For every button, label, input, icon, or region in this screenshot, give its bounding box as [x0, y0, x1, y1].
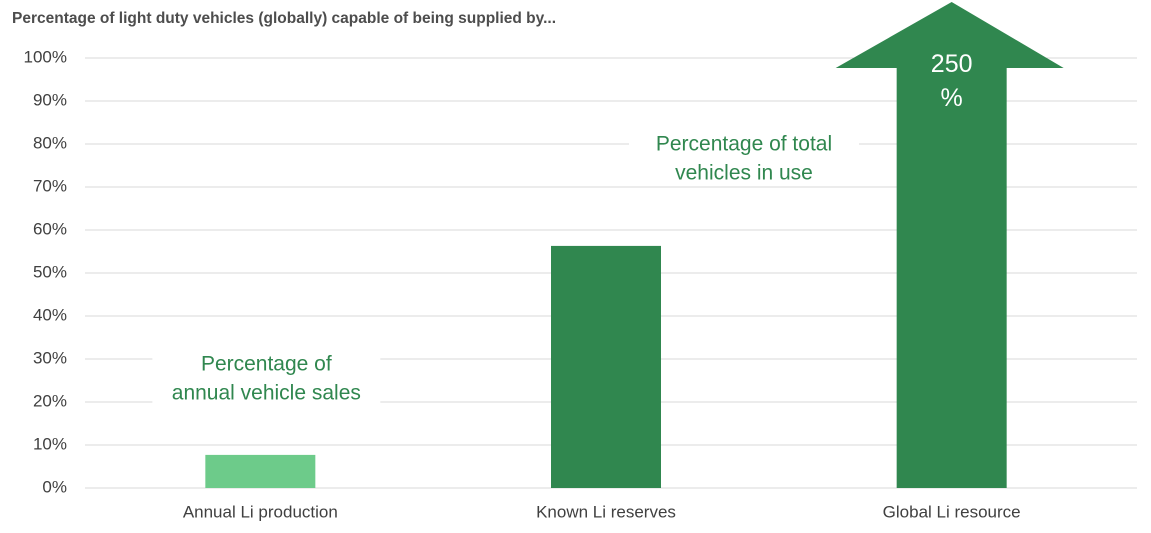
annotation: annual vehicle sales	[172, 382, 361, 405]
y-tick-label: 70%	[33, 176, 67, 195]
annotation: vehicles in use	[675, 162, 813, 185]
y-tick-label: 40%	[33, 305, 67, 324]
y-tick-label: 90%	[33, 90, 67, 109]
y-tick-label: 30%	[33, 348, 67, 367]
y-tick-label: 60%	[33, 219, 67, 238]
y-tick-label: 100%	[24, 47, 67, 66]
x-tick-label: Known Li reserves	[536, 502, 676, 521]
annotation: Percentage of total	[656, 133, 832, 156]
x-tick-label: Annual Li production	[183, 502, 338, 521]
y-tick-label: 10%	[33, 434, 67, 453]
y-tick-label: 80%	[33, 133, 67, 152]
y-tick-label: 50%	[33, 262, 67, 281]
bar-arrow	[835, 2, 1064, 488]
bar	[205, 454, 316, 488]
annotation: Percentage of	[201, 353, 332, 376]
annotation-bg	[629, 125, 859, 185]
y-tick-label: 20%	[33, 391, 67, 410]
x-tick-label: Global Li resource	[883, 502, 1021, 521]
annotation-bg	[152, 345, 381, 405]
chart-title: Percentage of light duty vehicles (globa…	[12, 10, 556, 27]
y-tick-label: 0%	[42, 477, 67, 496]
value-label: 250%	[931, 50, 973, 112]
bar	[551, 245, 661, 488]
